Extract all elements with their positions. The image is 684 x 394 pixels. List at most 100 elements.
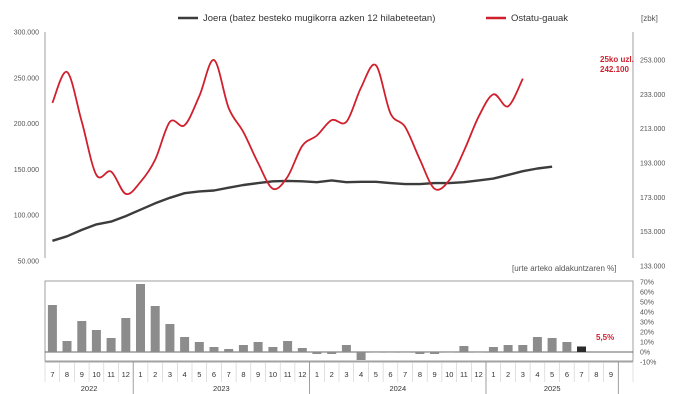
x-tick-label: 3: [168, 370, 172, 379]
x-tick-label: 1: [138, 370, 142, 379]
left-tick-label: 300.000: [14, 30, 39, 37]
left-tick-label: 50.000: [18, 259, 40, 266]
bar: [459, 346, 469, 352]
bar: [341, 345, 351, 352]
bottom-tick-label: 20%: [640, 330, 654, 337]
bar: [238, 345, 248, 352]
bar: [194, 342, 204, 352]
x-tick-label: 11: [284, 370, 292, 379]
bottom-frame: [44, 280, 634, 362]
x-tick-label: 2: [153, 370, 157, 379]
x-tick-label: 5: [197, 370, 201, 379]
bar: [91, 330, 101, 352]
bar: [209, 347, 219, 352]
bar: [371, 352, 381, 353]
bar: [385, 352, 395, 353]
left-tick-label: 100.000: [14, 213, 39, 220]
bottom-axis-ticks: -10% 0% 10% 20% 30% 40% 50% 60% 70%: [640, 280, 656, 367]
right-tick-label: 153.000: [640, 229, 665, 236]
x-tick-label: 8: [241, 370, 245, 379]
year-label: 2022: [81, 384, 98, 393]
x-tick-label: 3: [344, 370, 348, 379]
bar: [312, 352, 322, 354]
series-line-overnight-stays: [51, 59, 524, 196]
x-tick-label: 9: [609, 370, 613, 379]
bottom-tick-label: 30%: [640, 320, 654, 327]
bar: [180, 337, 190, 352]
bar: [136, 284, 145, 352]
x-tick-label: 10: [92, 370, 100, 379]
bar: [283, 341, 293, 352]
left-tick-label: 200.000: [14, 121, 39, 128]
right-tick-label: 193.000: [640, 161, 665, 168]
right-tick-label: 213.000: [640, 126, 665, 133]
top-panel: 50.000 100.000 150.000 200.000 250.000 300.00…: [14, 30, 666, 271]
left-tick-label: 250.000: [14, 75, 39, 82]
left-axis-ticks: 50.000 100.000 150.000 200.000 250.000 300.00…: [14, 30, 39, 266]
x-tick-label: 5: [374, 370, 378, 379]
bar: [488, 347, 498, 352]
x-tick-label: 9: [433, 370, 437, 379]
bottom-tick-label: 70%: [640, 280, 654, 287]
left-tick-label: 150.000: [14, 167, 39, 174]
right-axis-unit: [zbk]: [641, 14, 658, 23]
x-tick-label: 6: [565, 370, 569, 379]
bars: [47, 284, 586, 360]
x-tick-label: 4: [535, 370, 539, 379]
x-tick-label: 5: [550, 370, 554, 379]
x-tick-label: 1: [315, 370, 319, 379]
bottom-caption: [urte arteko aldakuntzaren %]: [512, 264, 617, 273]
right-tick-label: 173.000: [640, 195, 665, 202]
right-tick-label: 253.000: [640, 58, 665, 65]
x-tick-label: 8: [594, 370, 598, 379]
legend-label-overnight-stays: Ostatu-gauak: [511, 13, 568, 24]
x-tick-label: 6: [212, 370, 216, 379]
legend-label-trend: Joera (batez besteko mugikorra azken 12 …: [203, 13, 435, 24]
bar: [47, 305, 57, 352]
bar: [577, 346, 586, 352]
bottom-tick-label: 40%: [640, 310, 654, 317]
annotation-last-change: 5,5%: [596, 333, 614, 342]
x-tick-label: 1: [491, 370, 495, 379]
x-tick-label: 10: [269, 370, 277, 379]
year-label: 2024: [389, 384, 406, 393]
x-tick-label: 7: [227, 370, 231, 379]
bottom-tick-label: 10%: [640, 340, 654, 347]
x-tick-label: 6: [388, 370, 392, 379]
bottom-tick-label: 0%: [640, 350, 650, 357]
bar: [547, 338, 557, 352]
x-tick-label: 7: [50, 370, 54, 379]
bar: [474, 352, 484, 353]
annotation-last-month: 25ko uzl.: [600, 55, 634, 64]
bar: [415, 352, 425, 354]
bottom-tick-label: 50%: [640, 300, 654, 307]
bottom-panel: [urte arteko aldakuntzaren %] -10% 0% 10% 2…: [44, 264, 656, 394]
bar: [327, 352, 337, 354]
x-tick-label: 10: [445, 370, 453, 379]
right-tick-label: 133.000: [640, 264, 665, 271]
x-tick-label: 11: [107, 370, 115, 379]
x-axis: 7 8 9 10 11 12 1 2 3 4 5 6 7 8 9 10 11 12 1 2 3 4 5 6 7 8 9 10 11 12 1…: [44, 361, 634, 394]
year-label: 2025: [544, 384, 561, 393]
x-tick-label: 7: [403, 370, 407, 379]
x-tick-label: 2: [330, 370, 334, 379]
bar: [224, 349, 234, 352]
x-tick-label: 3: [521, 370, 525, 379]
x-tick-label: 12: [474, 370, 482, 379]
bar: [77, 321, 87, 352]
right-axis-ticks: 133.000 153.000 173.000 193.000 213.000 233.0…: [640, 58, 665, 271]
x-tick-label: 9: [80, 370, 84, 379]
year-label: 2023: [213, 384, 230, 393]
series-line-trend: [52, 165, 553, 242]
bar: [400, 352, 410, 353]
annotation-last-value: 242.100: [600, 65, 629, 74]
legend: Joera (batez besteko mugikorra azken 12 …: [178, 13, 658, 24]
bar: [503, 345, 513, 352]
x-tick-label: 7: [579, 370, 583, 379]
x-tick-label: 4: [359, 370, 363, 379]
bar: [444, 352, 454, 353]
bar: [562, 342, 572, 352]
x-tick-label: 12: [298, 370, 306, 379]
x-tick-label: 8: [65, 370, 69, 379]
